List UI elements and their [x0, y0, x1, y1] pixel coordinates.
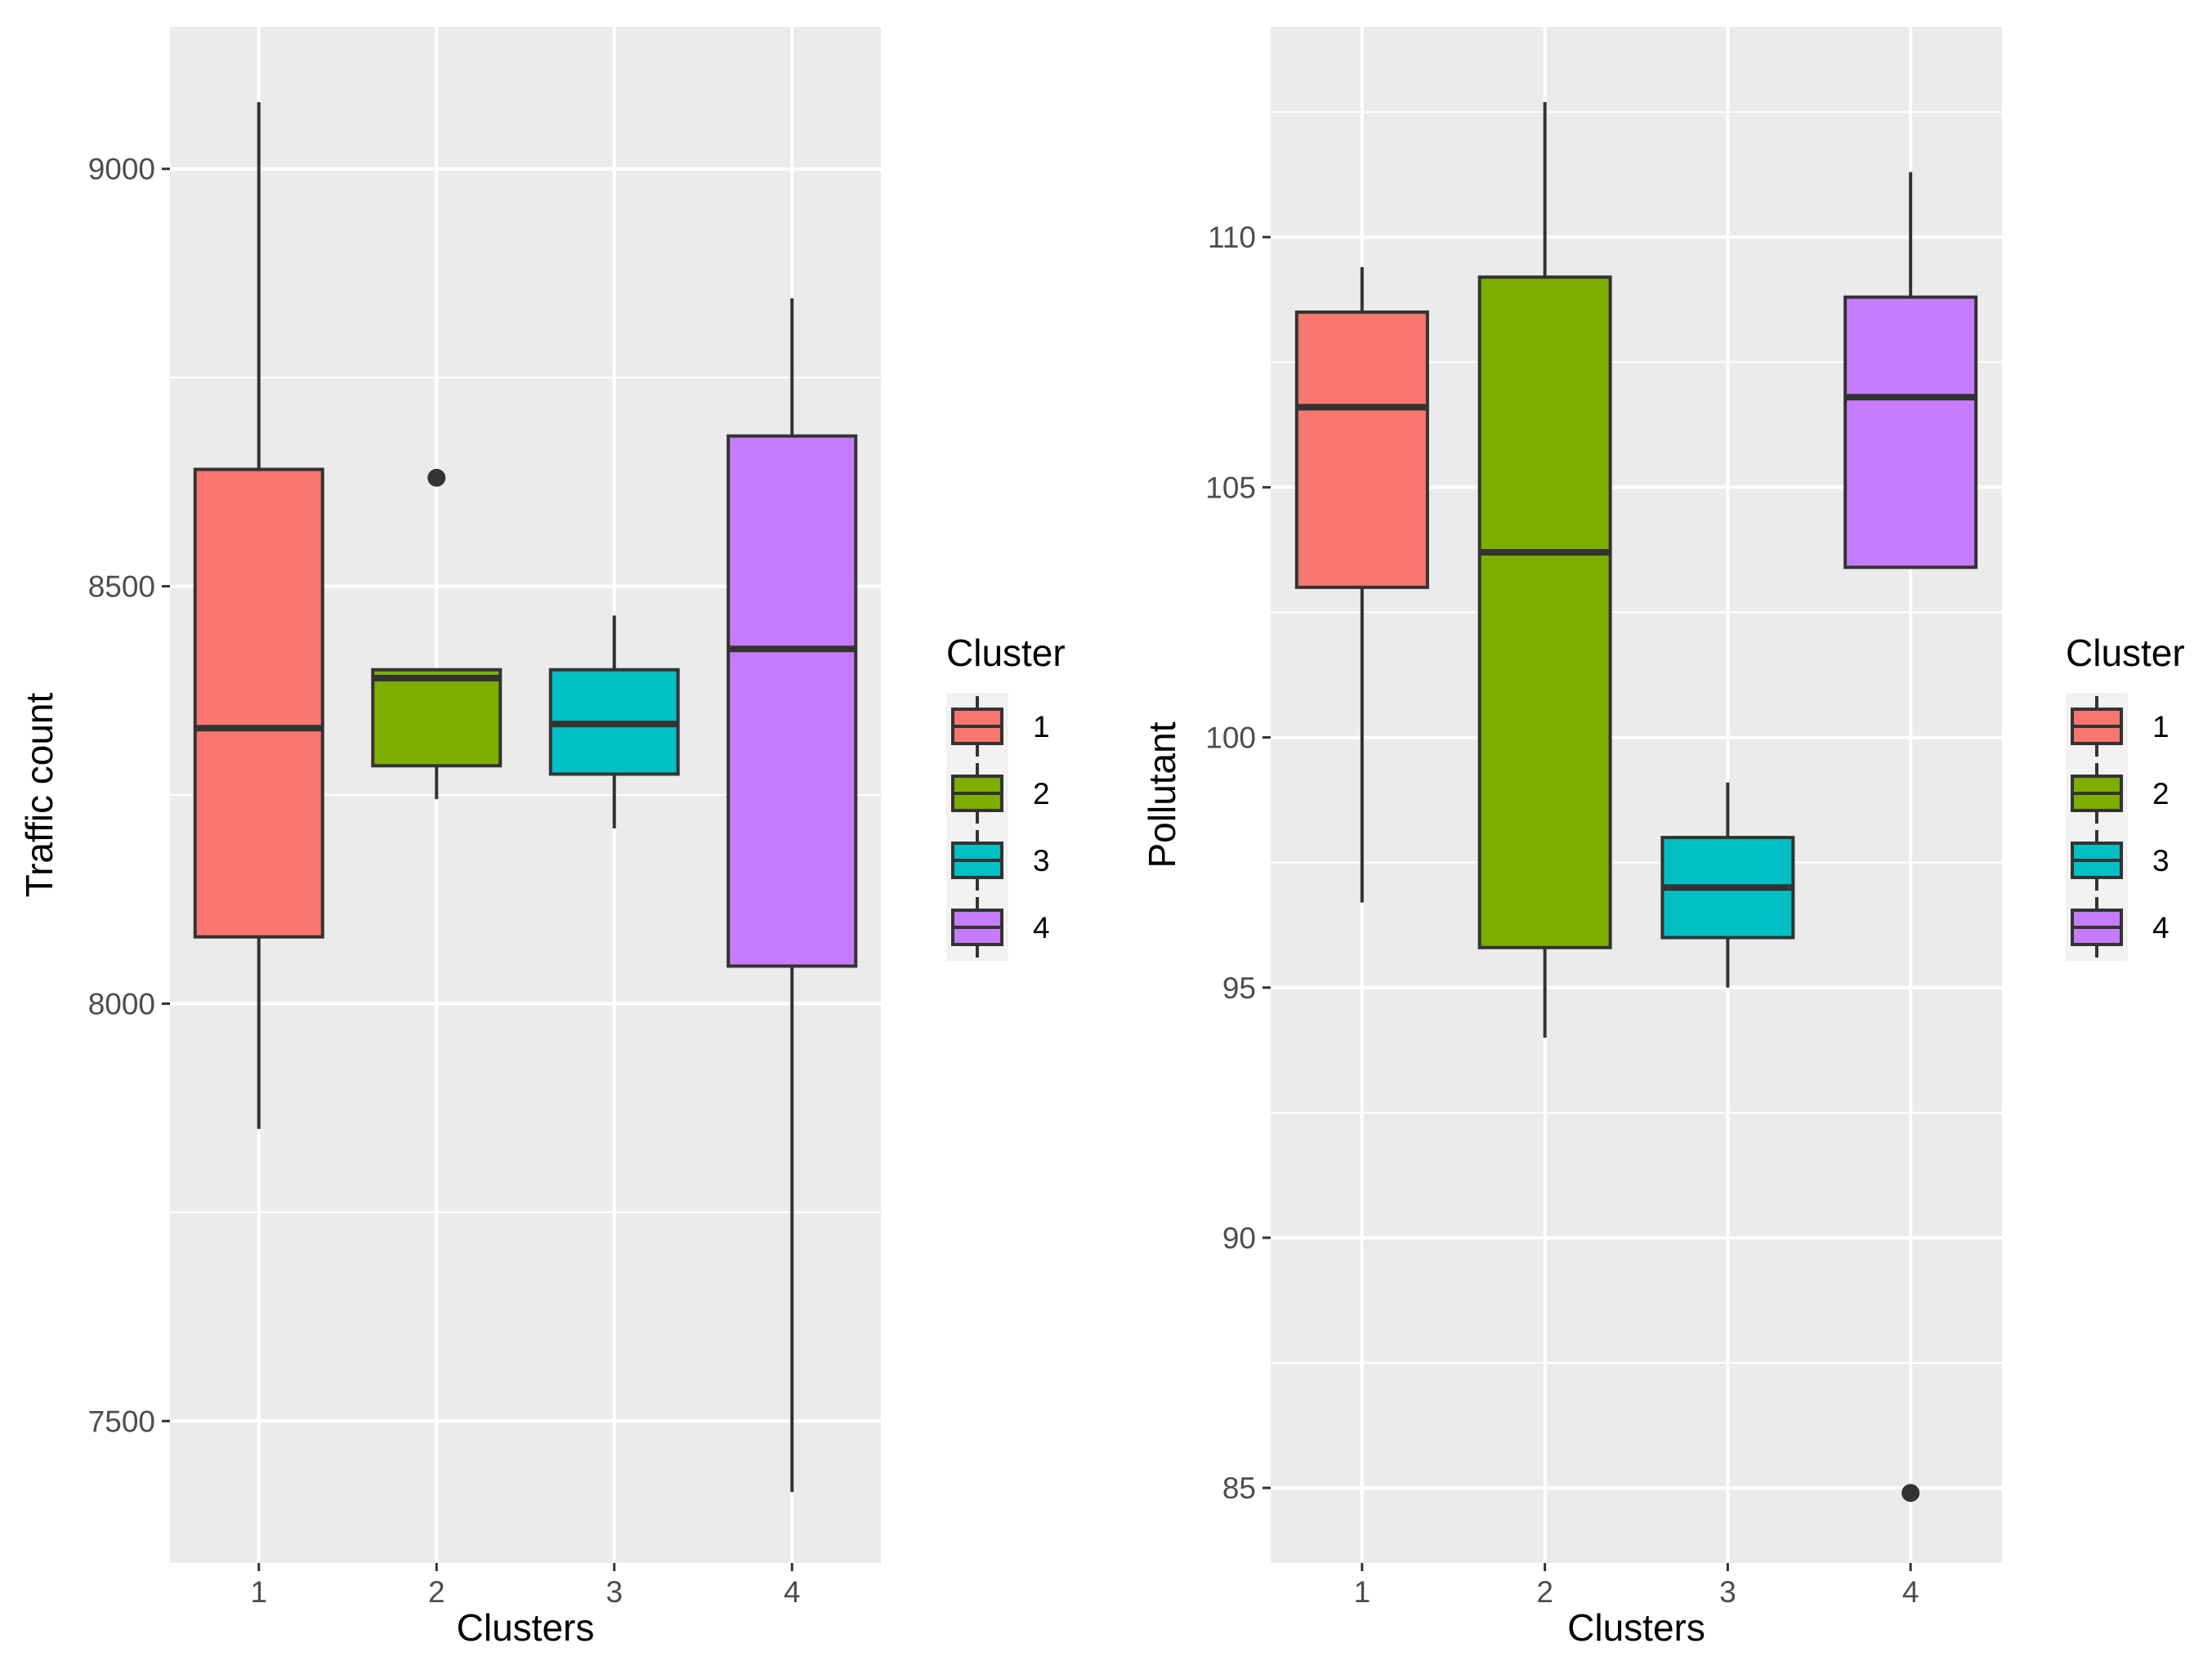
y-axis-title: Traffic count [18, 693, 60, 898]
box-cluster-3 [1660, 782, 1795, 988]
box-cluster-1 [193, 101, 324, 1129]
y-tick-label: 100 [1205, 721, 1256, 755]
x-tick-label: 2 [1536, 1575, 1553, 1609]
legend-title: Cluster [2066, 632, 2185, 674]
legend-key-4: 4 [2071, 897, 2170, 958]
box-cluster-2 [371, 468, 503, 800]
legend-key-1: 1 [951, 696, 1050, 757]
x-tick-label: 3 [1719, 1575, 1736, 1609]
y-tick-label: 8500 [88, 570, 155, 604]
pollutant-boxplot: 85 90 95 100 105 110 1 2 3 4 Clusters Pollutant Clus… [1141, 27, 2185, 1649]
y-tick-label: 7500 [88, 1404, 155, 1438]
legend-entry-label: 1 [1033, 710, 1050, 743]
x-axis-title: Clusters [457, 1606, 595, 1649]
legend-key-2: 2 [2071, 763, 2170, 824]
box-cluster-2 [1477, 101, 1612, 1038]
box-cluster-4 [726, 298, 858, 1493]
y-tick-label: 110 [1208, 221, 1256, 254]
iqr-box [1477, 275, 1612, 949]
iqr-box [193, 467, 324, 939]
legend-entry-label: 4 [2152, 911, 2170, 944]
box-cluster-1 [1294, 266, 1429, 903]
outlier-point [427, 468, 446, 487]
y-tick-label: 9000 [88, 153, 155, 186]
legend-key-3: 3 [951, 830, 1050, 891]
y-tick-label: 90 [1222, 1221, 1256, 1255]
box-cluster-3 [548, 615, 680, 828]
legend-key-3: 3 [2071, 830, 2170, 891]
x-tick-label: 1 [250, 1575, 267, 1609]
legend-entry-label: 1 [2152, 710, 2170, 743]
x-tick-label: 3 [606, 1575, 623, 1609]
legend: Cluster 1 2 3 4 [946, 632, 1066, 961]
legend-key-1: 1 [2071, 696, 2170, 757]
box-cluster-4 [1843, 172, 1978, 1503]
y-tick-label: 95 [1222, 971, 1256, 1005]
iqr-box [1843, 295, 1978, 569]
iqr-box [371, 668, 503, 768]
iqr-box [1294, 310, 1429, 589]
legend-title: Cluster [946, 632, 1066, 674]
legend-key-4: 4 [951, 897, 1050, 958]
x-axis-title: Clusters [1567, 1606, 1705, 1649]
legend-entry-label: 2 [2152, 777, 2170, 810]
panel-background [1271, 27, 2002, 1563]
legend-entry-label: 2 [1033, 777, 1050, 810]
x-tick-label: 4 [1902, 1575, 1919, 1609]
legend: Cluster 1 2 3 4 [2066, 632, 2185, 961]
legend-entry-label: 3 [2152, 844, 2170, 877]
x-tick-label: 4 [784, 1575, 801, 1609]
legend-entry-label: 4 [1033, 911, 1050, 944]
x-tick-label: 1 [1354, 1575, 1371, 1609]
x-tick-label: 2 [428, 1575, 445, 1609]
y-tick-label: 85 [1222, 1471, 1256, 1505]
outlier-point [1901, 1484, 1920, 1503]
legend-entry-label: 3 [1033, 844, 1050, 877]
y-axis-title: Pollutant [1141, 721, 1183, 868]
traffic-count-boxplot: 7500 8000 8500 9000 1 2 3 4 Clusters Traffic coun… [18, 27, 1066, 1649]
iqr-box [726, 434, 858, 968]
legend-key-2: 2 [951, 763, 1050, 824]
y-tick-label: 8000 [88, 987, 155, 1020]
y-tick-label: 105 [1205, 471, 1256, 504]
